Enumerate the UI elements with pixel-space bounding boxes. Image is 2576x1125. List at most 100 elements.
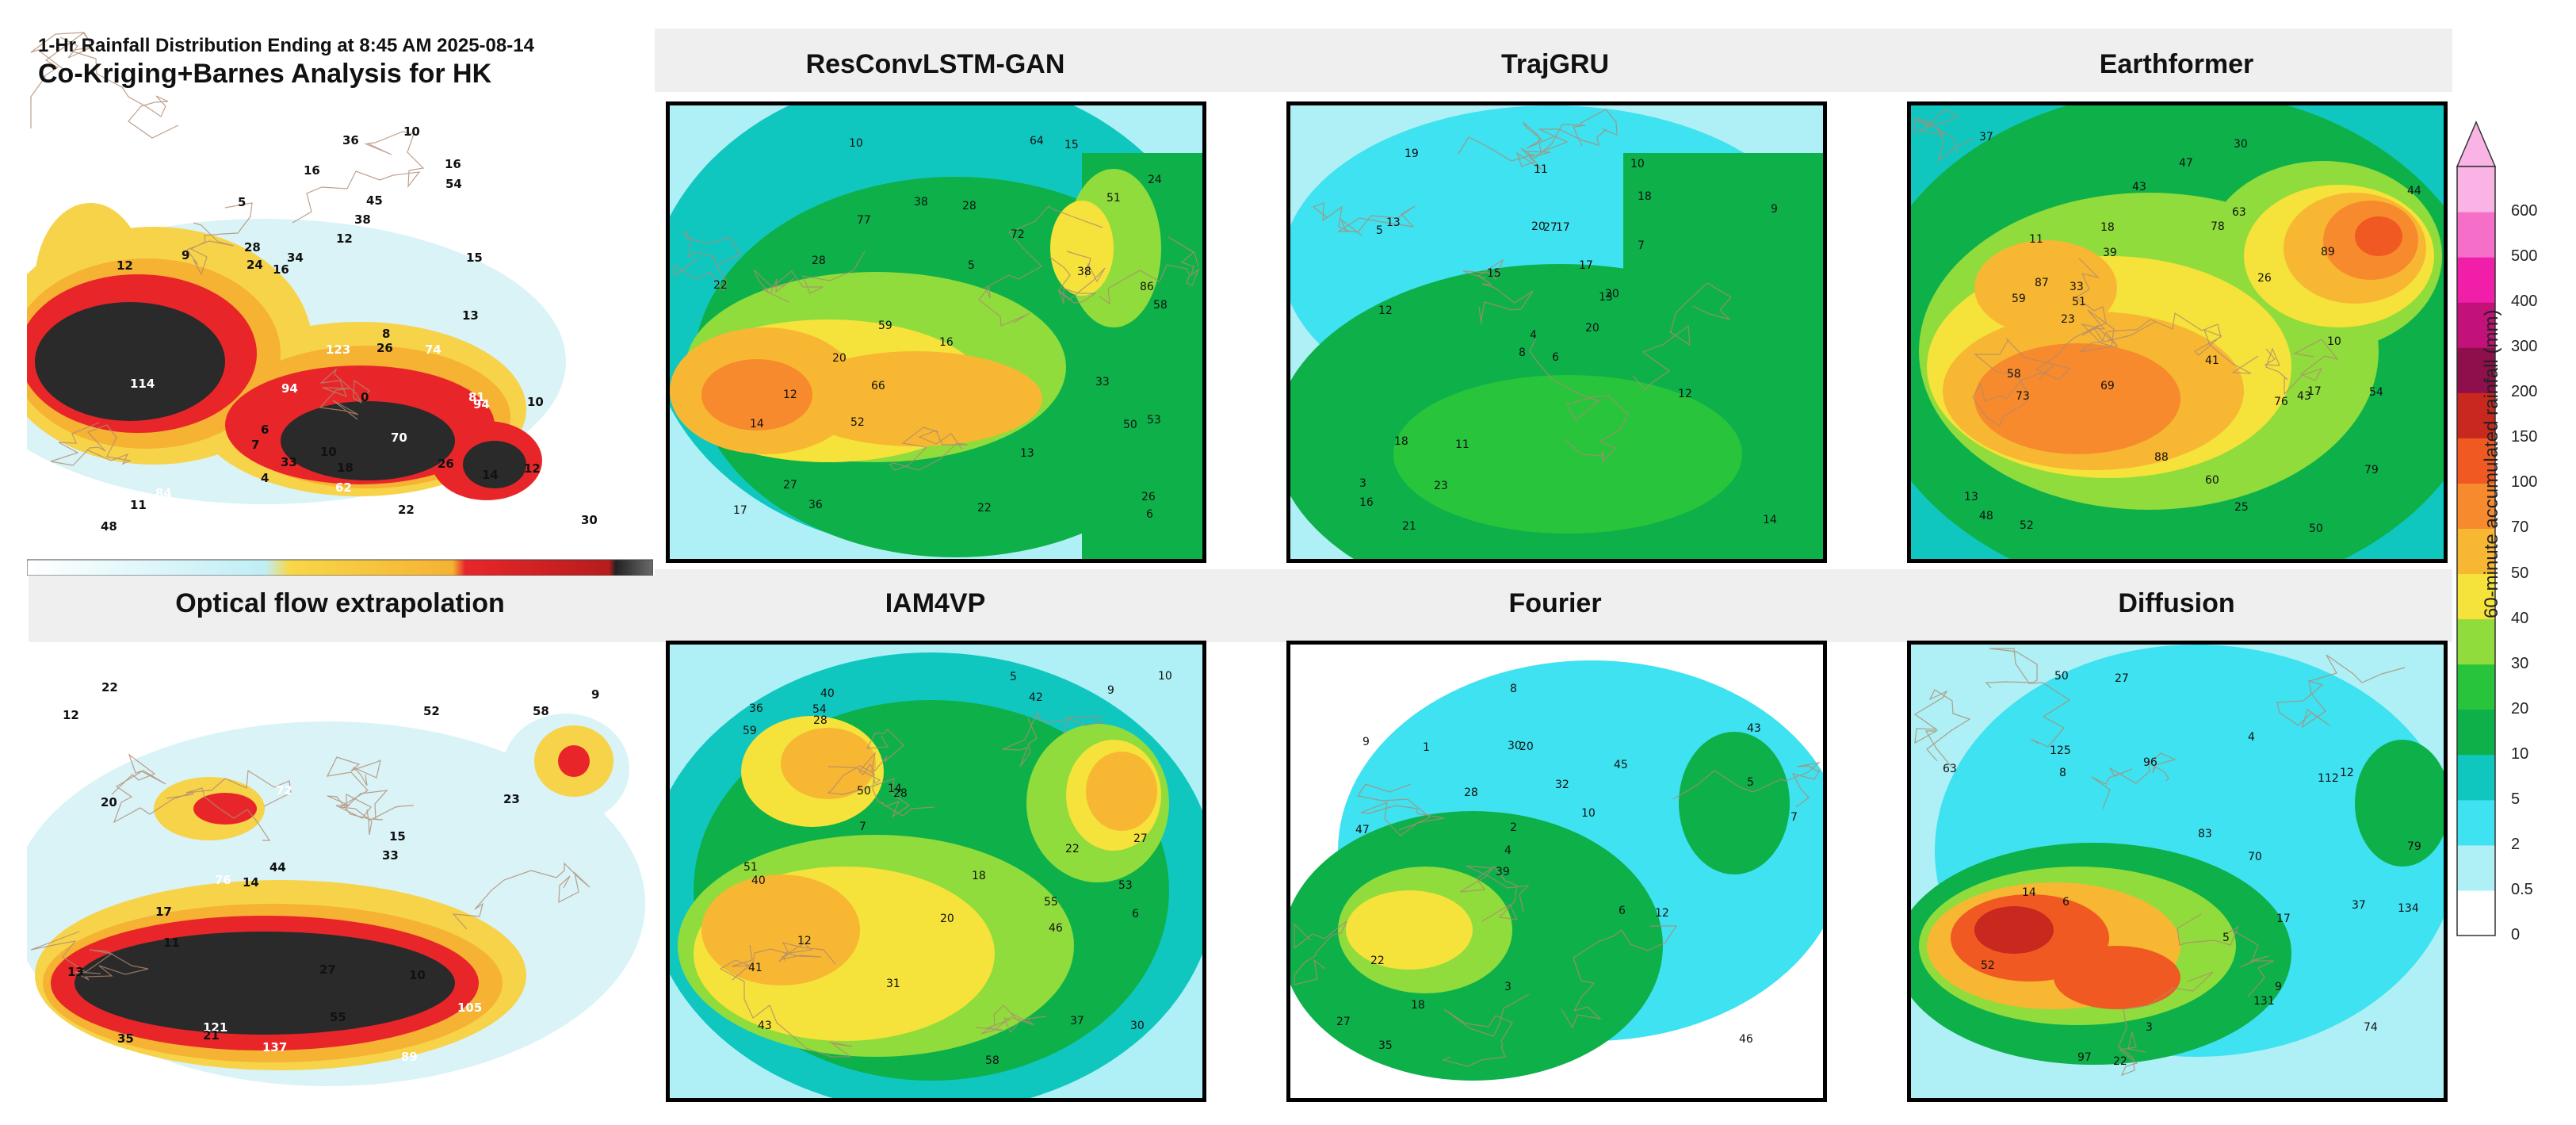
resconvlstm-station-value: 20: [832, 352, 847, 365]
colorbar-segment: [2457, 664, 2495, 710]
observation-station-value: 22: [398, 503, 415, 517]
earthformer-station-value: 11: [2029, 233, 2043, 246]
trajgru-station-value: 12: [1678, 388, 1692, 400]
earthformer-station-value: 25: [2234, 501, 2249, 514]
trajgru-station-value: 16: [1359, 496, 1374, 509]
diffusion-station-value: 22: [2113, 1055, 2127, 1068]
trajgru-station-value: 11: [1534, 163, 1548, 176]
diffusion-station-value: 14: [2022, 886, 2036, 899]
trajgru-station-value: 9: [1771, 203, 1778, 216]
fourier-station-value: 10: [1581, 807, 1596, 820]
earthformer-station-value: 89: [2321, 246, 2335, 258]
colorbar-title: 60-minute accumulated rainfall (mm): [2481, 309, 2502, 618]
fourier-map: 46 47 43 39 45 35 30 32 22 28 27 18 20 10 12 9 8 7 6 5 4 3 2 1: [1286, 641, 1827, 1102]
iam4vp-station-value: 12: [797, 935, 812, 947]
observation-station-value: 6: [261, 423, 269, 437]
colorbar-segment: [2457, 890, 2495, 936]
observation-station-value: 10: [320, 445, 337, 459]
resconvlstm-station-value: 86: [1140, 281, 1154, 293]
resconvlstm-station-value: 53: [1147, 414, 1161, 427]
optical-station-value: 15: [389, 829, 406, 844]
colorbar-tick-label: 100: [2511, 473, 2538, 492]
earthformer-station-value: 50: [2309, 522, 2323, 535]
observation-station-value: 16: [273, 262, 289, 277]
optical-station-value: 9: [591, 687, 599, 702]
fourier-station-value: 6: [1619, 905, 1626, 917]
colorbar-segment: [2457, 166, 2495, 212]
trajgru-station-value: 3: [1359, 477, 1366, 490]
diffusion-station-value: 50: [2054, 670, 2069, 683]
earthformer-station-value: 59: [2012, 293, 2026, 305]
fourier-station-value: 8: [1510, 683, 1517, 695]
title-resconvlstm-gan: ResConvLSTM-GAN: [805, 49, 1065, 79]
trajgru-station-value: 5: [1376, 224, 1383, 237]
optical-station-value: 58: [533, 704, 549, 718]
trajgru-station-value: 21: [1402, 520, 1416, 533]
optical-station-value: 22: [101, 680, 118, 695]
earthformer-station-value: 79: [2364, 464, 2379, 476]
fourier-station-value: 18: [1411, 999, 1425, 1012]
optical-station-value: 10: [409, 968, 426, 982]
title-trajgru: TrajGRU: [1500, 49, 1610, 79]
colorbar-tick-label: 5: [2511, 790, 2521, 808]
earthformer-station-value: 78: [2211, 220, 2225, 233]
diffusion-map: 134 131 112 96 125 97 83 74 79 70 63 50 52 37 27 14 12 9 8…: [1907, 641, 2448, 1102]
resconvlstm-station-value: 64: [1030, 135, 1044, 147]
colorbar-segment: [2457, 347, 2495, 393]
iam4vp-station-value: 36: [749, 702, 763, 715]
resconvlstm-station-value: 12: [783, 388, 797, 401]
resconvlstm-station-value: 38: [1077, 266, 1091, 278]
observation-rainfall-map: 11 10 8 0 16 10 12 16 14 7 30 24 33 36 26 28 81 114 123 72 7…: [27, 29, 655, 558]
earthformer-station-value: 44: [2407, 185, 2421, 197]
optical-station-value: 121: [203, 1020, 227, 1035]
fourier-station-value: 46: [1739, 1033, 1753, 1046]
trajgru-station-value: 11: [1455, 438, 1470, 451]
colorbar-tick-label: 0: [2511, 926, 2521, 943]
trajgru-station-value: 7: [1638, 239, 1645, 252]
fourier-station-value: 27: [1336, 1016, 1351, 1028]
resconvlstm-station-value: 28: [812, 254, 826, 267]
observation-station-value: 12: [117, 258, 133, 273]
optical-station-value: 52: [423, 704, 440, 718]
fourier-station-value: 43: [1747, 722, 1761, 735]
trajgru-station-value: 14: [1763, 514, 1777, 526]
trajgru-station-value: 18: [1638, 190, 1652, 203]
observation-station-value: 7: [251, 438, 259, 452]
colorbar-segment: [2457, 257, 2495, 303]
trajgru-station-value: 23: [1434, 480, 1448, 492]
title-earthformer: Earthformer: [2099, 49, 2254, 79]
resconvlstm-station-value: 51: [1106, 192, 1121, 205]
iam4vp-rainfall-field: 5553434028374142505859513630312720181412…: [670, 645, 1202, 1098]
iam4vp-station-value: 7: [859, 821, 866, 833]
title-fourier: Fourier: [1508, 588, 1602, 618]
iam4vp-station-value: 42: [1029, 691, 1043, 704]
observation-map-panel: 11 10 8 0 16 10 12 16 14 7 30 24 33 36 26 28 81 114 123 72 7…: [27, 29, 655, 576]
earthformer-station-value: 47: [2179, 157, 2193, 170]
optical-station-value: 80: [204, 684, 220, 698]
resconvlstm-station-value: 52: [850, 416, 865, 429]
earthformer-station-value: 51: [2072, 296, 2086, 308]
rainfall-colorbar: [2456, 121, 2497, 936]
trajgru-station-value: 17: [1556, 221, 1570, 234]
trajgru-station-value: 27: [1543, 221, 1557, 234]
iam4vp-station-value: 43: [758, 1020, 772, 1032]
fourier-station-value: 30: [1508, 740, 1522, 752]
diffusion-station-value: 17: [2276, 913, 2291, 925]
observation-station-value: 13: [462, 308, 479, 323]
trajgru-station-value: 17: [1579, 259, 1593, 272]
diffusion-station-value: 3: [2146, 1021, 2153, 1034]
fourier-station-value: 9: [1363, 736, 1370, 748]
iam4vp-station-value: 9: [1107, 684, 1114, 697]
colorbar-tick-label: 30: [2511, 654, 2529, 672]
observation-station-value: 72: [589, 186, 606, 200]
earthformer-station-value: 52: [2020, 519, 2034, 532]
diffusion-station-value: 79: [2407, 840, 2421, 853]
resconvlstm-station-value: 17: [733, 504, 747, 517]
diffusion-station-value: 4: [2248, 731, 2255, 744]
observation-station-value: 10: [527, 395, 544, 409]
fourier-station-value: 5: [1747, 776, 1754, 789]
optical-station-value: 89: [401, 1050, 418, 1064]
diffusion-station-value: 9: [2275, 981, 2282, 993]
iam4vp-station-value: 55: [1044, 896, 1058, 909]
